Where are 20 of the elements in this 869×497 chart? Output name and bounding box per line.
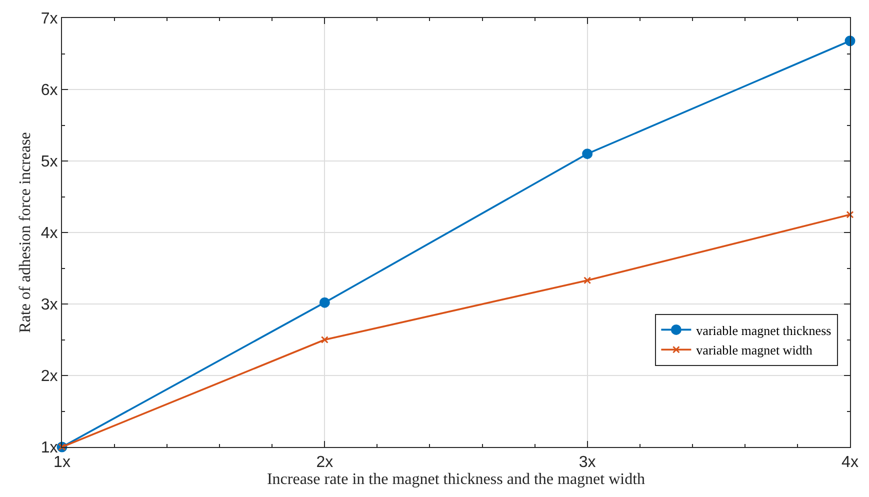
point <box>846 210 854 218</box>
y-tick-label: 3x <box>40 296 58 314</box>
x-tick-label: 4x <box>842 454 858 472</box>
y-tick-label: 5x <box>40 154 58 171</box>
y-tick-label: 7x <box>40 10 58 28</box>
y-tick-label: 6x <box>40 82 58 100</box>
x-tick-label: 3x <box>578 454 596 472</box>
point <box>319 297 330 308</box>
point <box>582 148 593 160</box>
y-tick-label: 1x <box>40 440 58 457</box>
point <box>584 276 592 284</box>
point <box>320 336 328 344</box>
legend-label: variable magnet width <box>696 342 813 358</box>
y-tick-label: 2x <box>40 368 58 386</box>
x-tick-label: 1x <box>54 454 70 472</box>
x-tick-label: 2x <box>316 454 334 472</box>
legend-label: variable magnet thickness <box>696 322 832 338</box>
x-axis-title: Increase rate in the magnet thickness and the magnet width <box>266 471 646 488</box>
y-axis-title: Rate of adhesion force increase <box>16 132 34 333</box>
y-tick-label: 4x <box>40 225 58 242</box>
